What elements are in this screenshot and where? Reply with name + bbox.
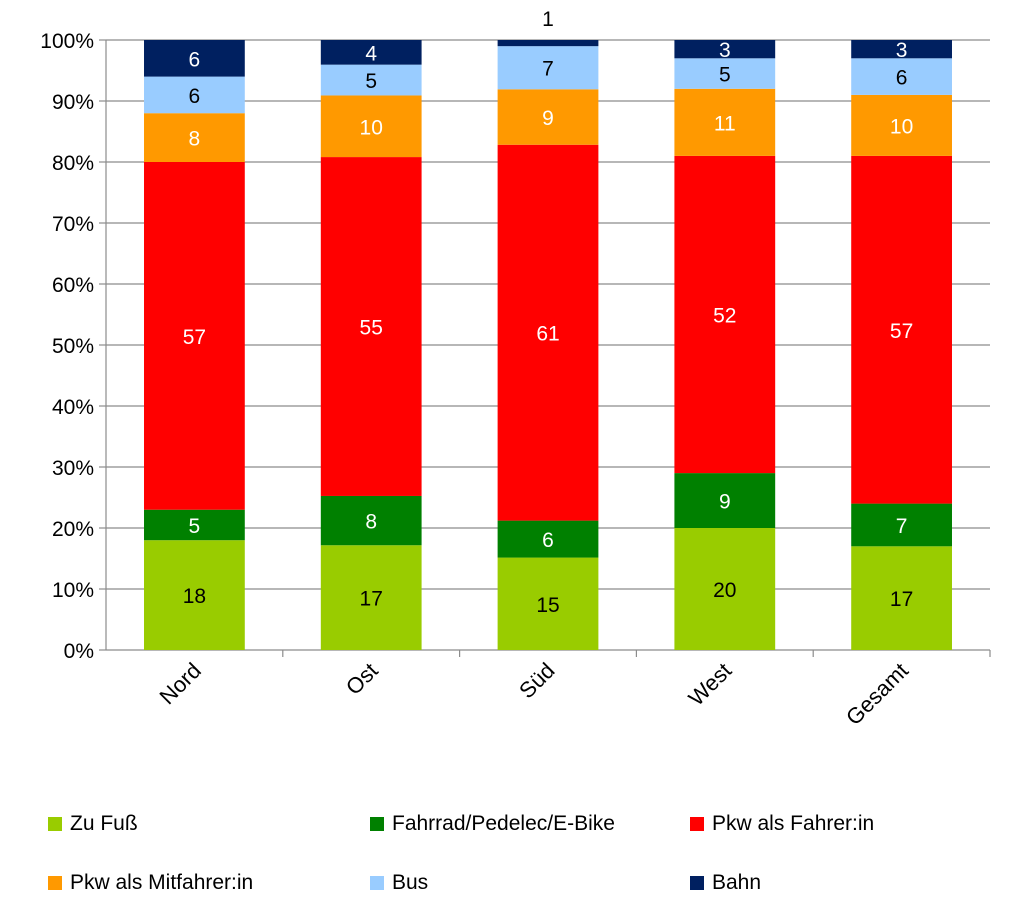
y-tick-label: 50% [52,335,94,358]
data-label: 7 [542,58,554,81]
bar-segment[interactable] [674,528,776,650]
bar-segment[interactable] [674,40,776,59]
bar-segment[interactable] [320,64,422,96]
data-label: 7 [896,515,908,538]
legend-swatch [690,876,704,890]
legend-swatch [48,817,62,831]
data-label: 57 [890,320,913,343]
data-label: 11 [714,112,736,135]
bar-segment[interactable] [851,94,952,156]
y-tick-label: 40% [52,396,94,419]
bar-segment[interactable] [674,473,776,528]
data-label: 6 [896,67,908,90]
legend-label: Pkw als Fahrer:in [712,812,875,835]
bar-segment[interactable] [144,509,245,541]
bar-segment[interactable] [497,557,599,650]
y-tick-label: 30% [52,457,94,480]
x-tick-label: Süd [514,658,559,703]
data-label: 8 [365,511,377,534]
legend-item: Pkw als Fahrer:in [690,812,874,836]
bar-segment[interactable] [144,162,245,510]
y-tick-label: 100% [40,30,94,53]
legend-item: Fahrrad/Pedelec/E-Bike [370,812,615,836]
legend-item: Pkw als Mitfahrer:in [48,871,253,895]
bar-segment[interactable] [851,503,952,547]
y-tick-label: 20% [52,518,94,541]
data-label: 6 [542,529,554,552]
bar-segment[interactable] [674,88,776,156]
stacked-bar-chart: 0%10%20%30%40%50%60%70%80%90%100%1855786… [40,8,991,730]
bar-segment[interactable] [320,495,422,546]
bar-segment[interactable] [674,155,776,474]
data-label: 9 [542,107,554,130]
legend-swatch [370,876,384,890]
legend-item: Bahn [690,871,761,895]
data-label: 20 [713,579,736,602]
legend-item: Bus [370,871,428,895]
data-label: 6 [189,48,201,71]
legend-label: Zu Fuß [70,812,138,835]
legend-swatch [370,817,384,831]
legend-label: Pkw als Mitfahrer:in [70,871,254,894]
data-label: 5 [189,515,201,538]
y-tick-label: 90% [52,91,94,114]
data-label: 57 [183,326,206,349]
legend-swatch [690,817,704,831]
bar-segment[interactable] [144,540,245,650]
bar-segment[interactable] [320,95,422,158]
legend-label: Bus [392,871,429,894]
legend-label: Bahn [712,871,762,894]
data-label: 4 [365,42,377,65]
data-label: 10 [360,116,383,139]
data-label: 18 [183,585,206,608]
x-tick-label: Gesamt [841,658,913,730]
y-tick-label: 60% [52,274,94,297]
data-label: 55 [360,317,383,340]
data-label: 8 [189,128,201,151]
bar-segment[interactable] [851,40,952,59]
x-tick-label: Ost [341,658,383,700]
y-tick-label: 80% [52,152,94,175]
bar-segment[interactable] [851,546,952,650]
bar-segment[interactable] [497,520,599,558]
data-label: 61 [536,323,559,346]
legend-label: Fahrrad/Pedelec/E-Bike [392,812,615,835]
data-label: 1 [542,8,554,31]
bar-segment[interactable] [144,76,245,114]
bar-segment[interactable] [144,113,245,162]
bar-segment[interactable] [320,545,422,650]
bar-segment[interactable] [497,40,599,47]
data-label: 15 [536,594,559,617]
y-tick-label: 70% [52,213,94,236]
x-tick-label: West [684,658,737,711]
data-label: 17 [360,588,383,611]
bar-segment[interactable] [674,58,776,89]
bar-segment[interactable] [144,40,245,77]
data-label: 5 [365,70,377,93]
bar-segment[interactable] [497,46,599,90]
legend-swatch [48,876,62,890]
data-label: 3 [719,39,731,62]
x-tick-label: Nord [155,658,206,709]
data-label: 10 [890,115,913,138]
bar-segment[interactable] [320,157,422,496]
bar-segment[interactable] [320,40,422,65]
legend-item: Zu Fuß [48,812,138,836]
data-label: 9 [719,491,731,514]
y-tick-label: 10% [52,579,94,602]
data-label: 5 [719,64,731,87]
data-label: 52 [713,305,736,328]
y-tick-label: 0% [64,640,94,663]
bar-segment[interactable] [851,58,952,95]
data-label: 6 [189,85,201,108]
bar-segment[interactable] [851,155,952,504]
data-label: 3 [896,39,908,62]
data-label: 17 [890,588,913,611]
bar-segment[interactable] [497,89,599,145]
bar-segment[interactable] [497,144,599,521]
